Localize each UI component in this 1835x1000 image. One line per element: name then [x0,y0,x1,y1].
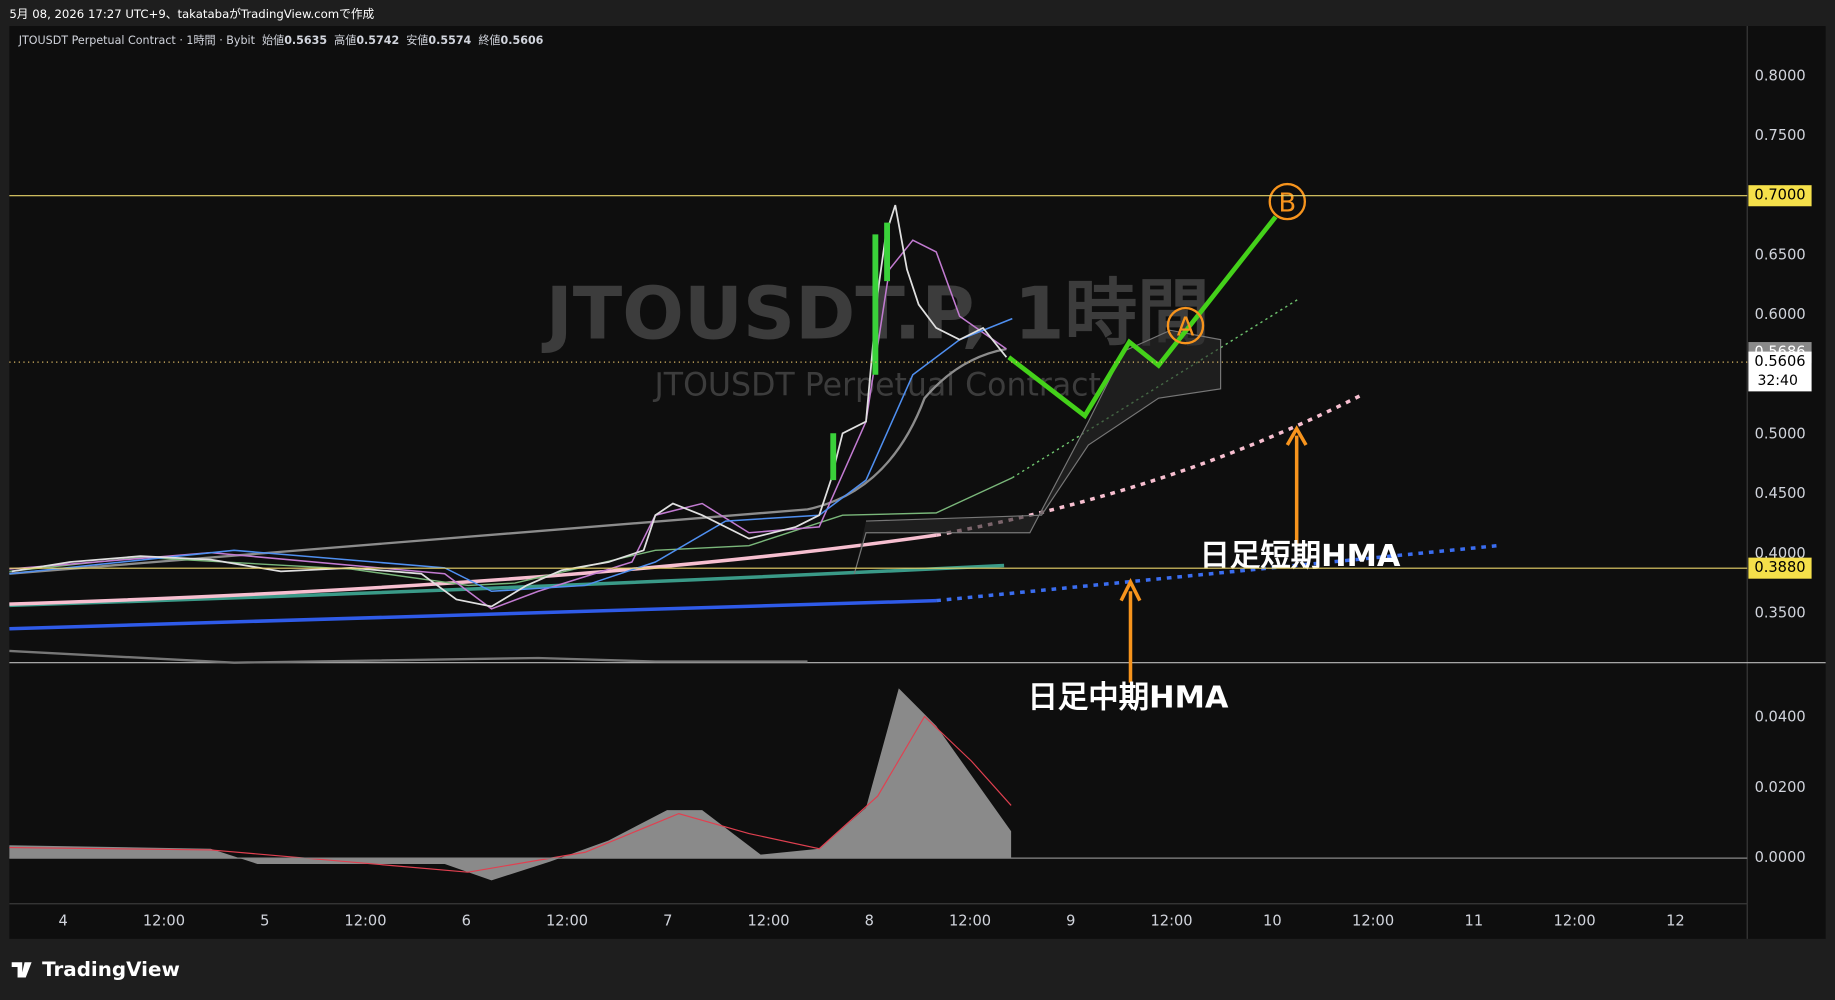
legend: JTOUSDT Perpetual Contract · 1時間 · Bybit… [18,33,544,47]
time-label: 5 [260,912,269,929]
short-hma [9,533,937,606]
level-label: 0.3880 [1754,559,1805,576]
cloud [853,329,1222,574]
wave-b-circle [1268,182,1307,221]
indicator-tick-label: 0.0200 [1755,779,1806,796]
time-label: 12:00 [344,912,386,929]
wave-a-circle [1166,306,1205,345]
time-label: 12:00 [546,912,588,929]
countdown: 32:40 [1757,373,1797,389]
time-label: 10 [1263,912,1282,929]
brand: TradingView [42,958,180,981]
signal-line [9,715,1012,873]
time-label: 12 [1666,912,1685,929]
gray-ma [9,347,1007,575]
price-tick-label: 0.3500 [1755,605,1806,622]
wave-path [1007,215,1278,420]
time-label: 6 [462,912,471,929]
lower-line [9,649,808,664]
price-tick-label: 0.4000 [1755,545,1806,562]
price-tick-label: 0.6000 [1755,306,1806,323]
ohlc-label: 安値 [406,33,428,47]
arrows [1119,425,1308,683]
bull-candles [830,222,890,481]
time-label: 12:00 [1151,912,1193,929]
ohlc-label: 高値 [334,33,356,47]
time-label: 12:00 [747,912,789,929]
mid-hma [9,598,937,631]
time-label: 8 [865,912,874,929]
time-label: 12:00 [1352,912,1394,929]
wave-a: A [1177,312,1195,342]
ohlc: 始値0.5635 高値0.5742 安値0.5574 終値0.5606 [262,33,544,47]
time-label: 12:00 [1554,912,1596,929]
last-price-label: 0.5606 [1754,353,1805,370]
price-tick-label: 0.5000 [1755,425,1806,442]
blue-ma [9,317,1013,593]
ohlc-label: 始値 [262,33,284,47]
wave-b: B [1278,188,1296,218]
symbol: JTOUSDT Perpetual Contract · 1時間 · Bybit [18,34,256,47]
level-tag [1748,557,1812,579]
time-label: 4 [59,912,68,929]
caption: 5月 08, 2026 17:27 UTC+9、takatabaがTrading… [9,7,374,21]
ohlc-value: 0.5606 [501,34,544,47]
overlays [9,204,1499,881]
brand-logo [11,962,32,978]
price-tick-label: 0.7500 [1755,127,1806,144]
level-label: 0.7000 [1754,187,1805,204]
teal-ma [9,563,1005,608]
ohlc-label: 終値 [478,33,500,47]
time-label: 11 [1465,912,1484,929]
histogram-area [9,688,1012,881]
time-label: 9 [1066,912,1075,929]
level-tag [1748,185,1812,207]
price-tick-label: 0.4500 [1755,485,1806,502]
price-tick-label: 0.8000 [1755,67,1806,84]
purple-ma [9,239,1007,610]
indicator-tick-label: 0.0000 [1755,849,1806,866]
green-ma-forecast [1011,298,1300,479]
indicator-tick-label: 0.0400 [1755,709,1806,726]
ohlc-value: 0.5742 [356,34,399,47]
ohlc-value: 0.5574 [428,34,471,47]
ohlc-value: 0.5635 [284,34,327,47]
time-label: 12:00 [143,912,185,929]
time-label: 7 [663,912,672,929]
mid-hma-label: 日足中期HMA [1028,680,1229,715]
last-price-tag [1748,351,1812,392]
price-tick-label: 0.6500 [1755,246,1806,263]
time-label: 12:00 [949,912,991,929]
